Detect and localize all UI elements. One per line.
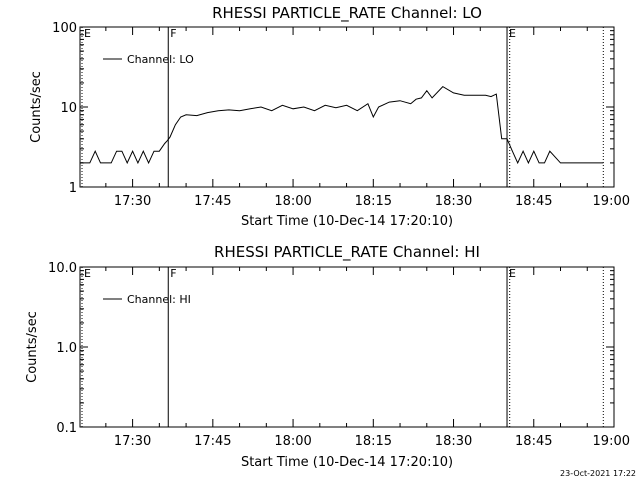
x-tick-label: 19:00 [593,194,630,209]
legend-label: Channel: LO [127,53,194,66]
plot-frame [79,26,615,188]
x-tick-label: 18:45 [515,434,552,449]
event-marker-label: F [170,27,176,40]
y-tick-label: 1.0 [56,341,77,356]
footer-timestamp: 23-Oct-2021 17:22 [560,469,636,478]
chart-title: RHESSI PARTICLE_RATE Channel: HI [214,243,480,262]
x-tick-label: 18:15 [355,434,392,449]
event-marker-label: E [84,27,91,40]
series-line-channel-lo [80,85,604,165]
y-tick-label: 10.0 [48,261,77,276]
event-marker-label: E [509,27,516,40]
chart-title: RHESSI PARTICLE_RATE Channel: LO [212,4,482,23]
x-axis-label: Start Time (10-Dec-14 17:20:10) [241,455,453,470]
y-tick-label: 0.1 [56,421,77,436]
plot-frame [79,266,615,428]
x-tick-label: 17:30 [114,194,151,209]
y-tick-label: 10 [60,101,77,116]
y-tick-label: 100 [52,21,77,36]
event-marker-label: E [84,267,91,280]
x-tick-label: 19:00 [593,434,630,449]
x-tick-label: 18:00 [274,434,311,449]
x-tick-label: 17:45 [194,434,231,449]
x-tick-label: 17:30 [114,434,151,449]
event-marker-label: E [509,267,516,280]
x-tick-label: 18:15 [355,194,392,209]
x-tick-label: 18:30 [435,194,472,209]
x-tick-label: 18:00 [274,194,311,209]
x-tick-label: 17:45 [194,194,231,209]
y-axis-label: Counts/sec [25,311,40,383]
x-tick-label: 18:45 [515,194,552,209]
x-tick-label: 18:30 [435,434,472,449]
y-axis-label: Counts/sec [29,71,44,143]
legend-label: Channel: HI [127,293,191,306]
event-marker-label: F [170,267,176,280]
y-tick-label: 1 [69,181,77,196]
x-axis-label: Start Time (10-Dec-14 17:20:10) [241,214,453,229]
